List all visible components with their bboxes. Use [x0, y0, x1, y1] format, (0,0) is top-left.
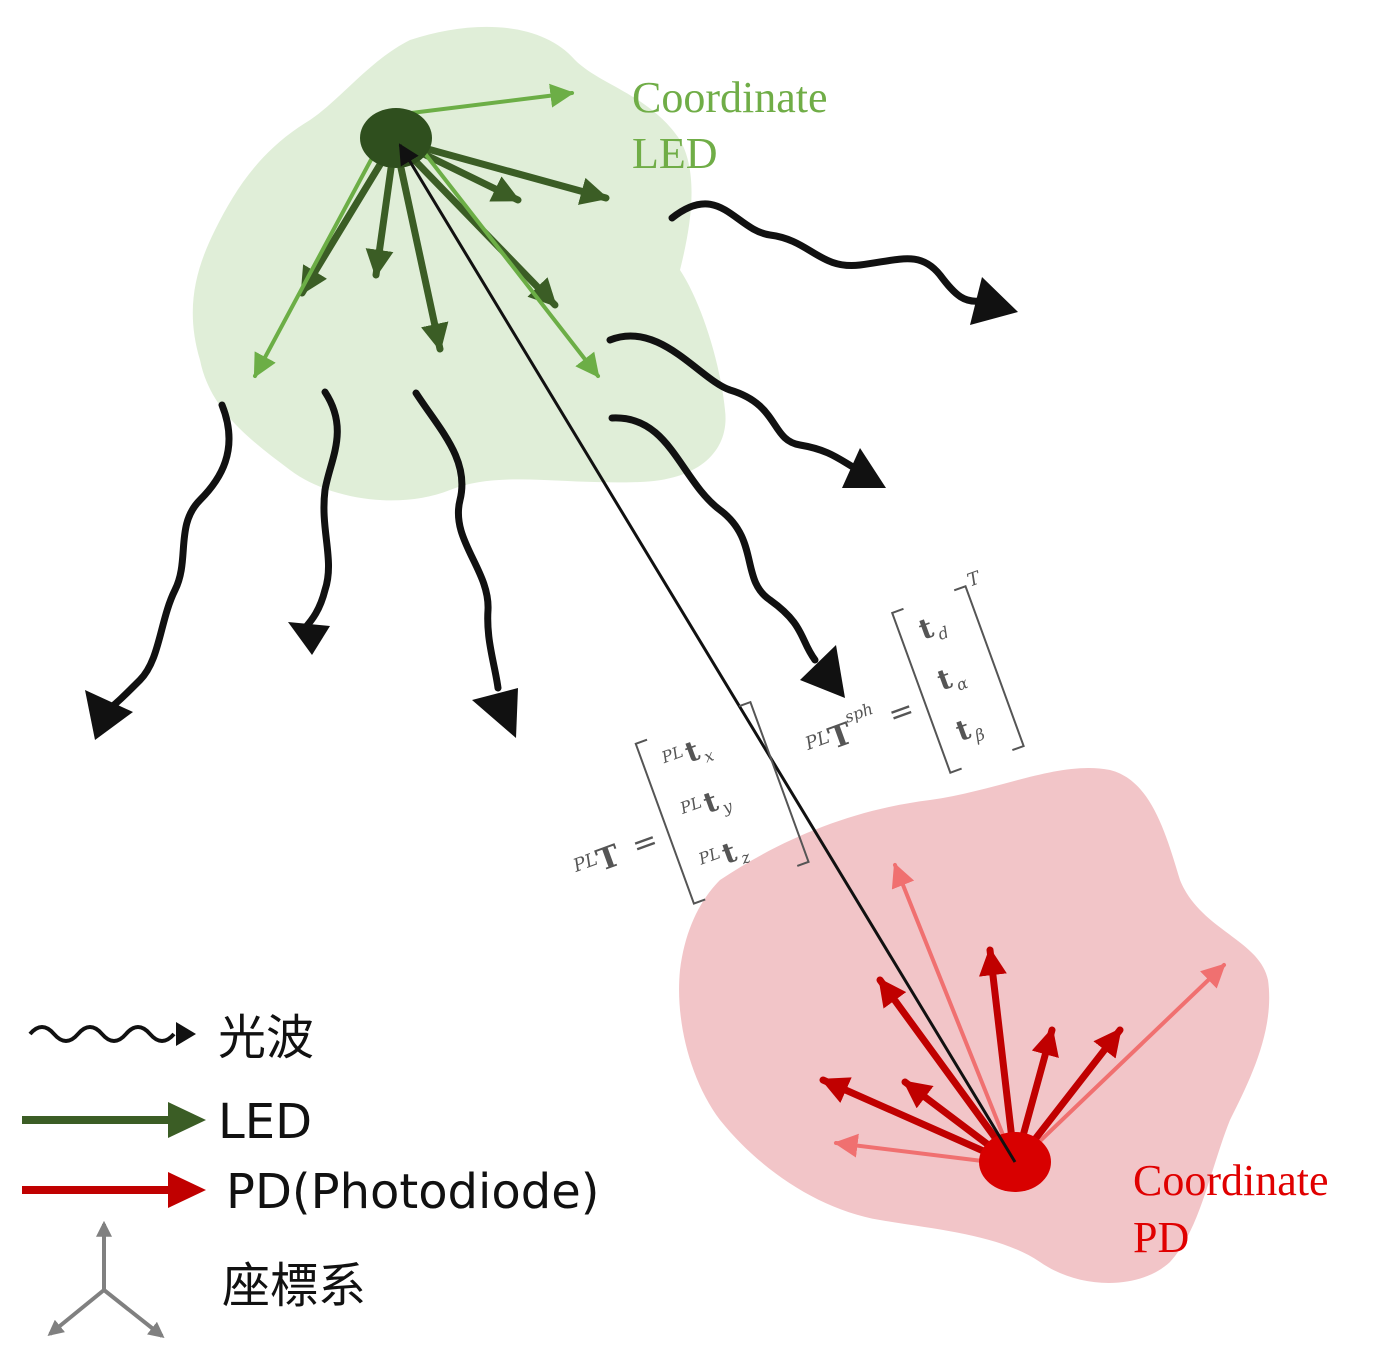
light-wave	[101, 401, 233, 716]
led-dark-arrows	[298, 136, 610, 353]
legend-label: 光波	[218, 1010, 314, 1066]
led-arrow	[298, 136, 399, 297]
pd-region	[679, 767, 1270, 1283]
legend: 光波 LED PD(Photodiode) 座標系	[22, 1010, 599, 1338]
pd-arrow-icon-head	[168, 1172, 206, 1208]
svg-text:t: t	[699, 784, 723, 819]
svg-text:sph: sph	[842, 699, 876, 727]
wave-arrow-icon	[28, 1025, 176, 1043]
light-wave	[412, 389, 502, 692]
wave-arrowhead	[472, 688, 518, 738]
legend-label: LED	[218, 1094, 312, 1150]
svg-text:T: T	[964, 567, 984, 592]
svg-text:PL: PL	[695, 843, 723, 869]
light-wave	[301, 388, 341, 632]
led-arrow	[391, 136, 449, 353]
svg-text:t: t	[681, 734, 705, 769]
spherical-translation-equation: PL T sph = t d t α t β T	[802, 567, 1025, 774]
legend-item-light-wave: 光波	[28, 1010, 314, 1066]
legend-label: PD(Photodiode)	[226, 1164, 599, 1220]
svg-text:=: =	[884, 692, 920, 733]
svg-text:PL: PL	[677, 793, 705, 819]
svg-text:α: α	[954, 673, 971, 695]
pd-arrow	[891, 862, 1017, 1167]
pd-coordinate-label-line2: PD	[1133, 1213, 1189, 1262]
svg-text:x: x	[701, 746, 716, 767]
led-region	[192, 26, 726, 501]
legend-item-coordinate-system: 座標系	[47, 1220, 366, 1338]
pd-coordinate-label-line1: Coordinate	[1133, 1156, 1329, 1205]
wave-arrowhead	[85, 690, 133, 740]
pd-arrow	[979, 946, 1019, 1169]
led-arrow	[391, 136, 559, 309]
light-waves	[101, 200, 989, 716]
svg-text:d: d	[935, 622, 951, 643]
led-arrow	[393, 113, 600, 378]
pd-arrow	[876, 976, 1019, 1169]
pd-arrow	[1013, 963, 1226, 1167]
svg-text:t: t	[951, 713, 975, 748]
wave-arrow-icon-head	[176, 1022, 196, 1046]
led-source-dot	[360, 108, 432, 168]
legend-item-pd: PD(Photodiode)	[22, 1164, 599, 1220]
svg-text:T: T	[592, 838, 626, 879]
light-wave	[606, 332, 862, 474]
svg-text:t: t	[914, 611, 938, 646]
led-coordinate-label-line2: LED	[632, 129, 718, 178]
svg-text:t: t	[933, 662, 957, 697]
svg-text:PL: PL	[658, 742, 686, 768]
led-coordinate-label-line1: Coordinate	[632, 73, 828, 122]
light-wave	[668, 200, 989, 305]
legend-label: 座標系	[222, 1258, 366, 1314]
led-arrow	[393, 83, 575, 117]
wave-arrowhead	[288, 622, 330, 655]
led-arrow	[391, 136, 610, 205]
coordinate-axes-icon	[47, 1220, 165, 1338]
wave-arrowhead	[970, 277, 1018, 325]
wave-arrowheads	[85, 277, 1018, 740]
legend-item-led: LED	[22, 1094, 312, 1150]
wave-arrowhead	[800, 645, 845, 698]
light-wave	[608, 414, 819, 664]
svg-text:=: =	[627, 822, 663, 863]
wave-arrowhead	[842, 448, 886, 488]
svg-text:t: t	[717, 835, 741, 870]
translation-vector-arrow	[398, 143, 1017, 1163]
led-arrow-icon-head	[168, 1102, 206, 1138]
